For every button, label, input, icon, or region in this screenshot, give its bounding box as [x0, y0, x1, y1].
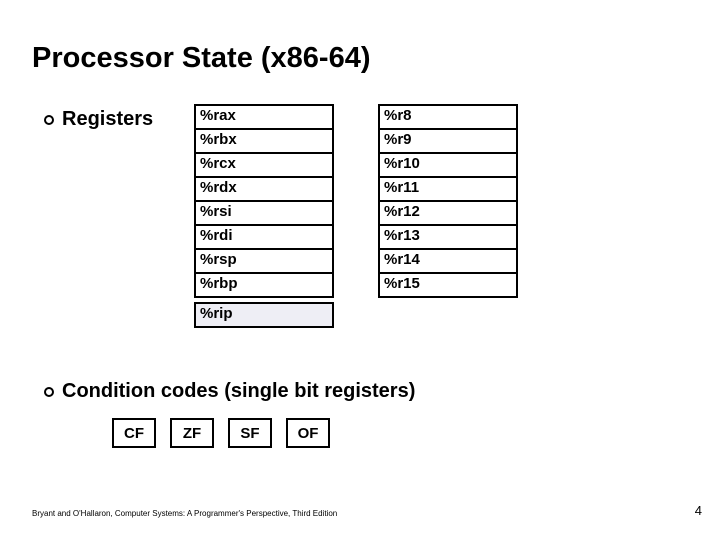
reg-cell: %r14	[378, 248, 518, 274]
flag-cell: CF	[112, 418, 156, 448]
reg-cell: %rsi	[194, 200, 334, 226]
reg-cell: %r10	[378, 152, 518, 178]
reg-cell: %r12	[378, 200, 518, 226]
page-title: Processor State (x86-64)	[32, 42, 371, 75]
condition-label: Condition codes (single bit registers)	[62, 380, 415, 403]
page-number: 4	[695, 503, 702, 518]
reg-cell: %r11	[378, 176, 518, 202]
registers-label: Registers	[62, 108, 153, 131]
register-column-left: %rax %rbx %rcx %rdx %rsi %rdi %rsp %rbp …	[194, 104, 334, 328]
reg-cell: %rbx	[194, 128, 334, 154]
reg-cell: %rsp	[194, 248, 334, 274]
reg-cell: %r13	[378, 224, 518, 250]
reg-cell: %rdx	[194, 176, 334, 202]
reg-cell-rip: %rip	[194, 302, 334, 328]
flag-cell: SF	[228, 418, 272, 448]
reg-cell: %r15	[378, 272, 518, 298]
flag-cell: OF	[286, 418, 330, 448]
condition-flags-row: CF ZF SF OF	[112, 418, 330, 448]
register-column-right: %r8 %r9 %r10 %r11 %r12 %r13 %r14 %r15	[378, 104, 518, 296]
footer-text: Bryant and O'Hallaron, Computer Systems:…	[32, 509, 337, 518]
flag-cell: ZF	[170, 418, 214, 448]
reg-cell: %rbp	[194, 272, 334, 298]
bullet-icon	[44, 387, 54, 397]
registers-heading-row: Registers	[44, 108, 153, 131]
condition-heading-row: Condition codes (single bit registers)	[44, 380, 415, 403]
reg-cell: %r8	[378, 104, 518, 130]
reg-cell: %rdi	[194, 224, 334, 250]
bullet-icon	[44, 115, 54, 125]
reg-cell: %rax	[194, 104, 334, 130]
reg-cell: %r9	[378, 128, 518, 154]
reg-cell: %rcx	[194, 152, 334, 178]
